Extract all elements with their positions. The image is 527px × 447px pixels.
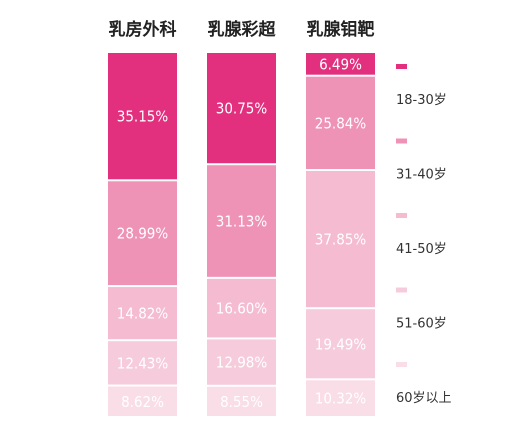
- data-label: 12.43%: [117, 354, 169, 372]
- data-label: 8.62%: [121, 393, 164, 411]
- data-label: 10.32%: [315, 390, 367, 408]
- legend-swatch: [396, 138, 407, 144]
- legend-swatch: [396, 362, 407, 367]
- bar-segment: [207, 165, 276, 277]
- data-label: 19.49%: [315, 335, 367, 353]
- legend-label: 51-60岁: [396, 317, 447, 332]
- legend-swatch: [396, 213, 407, 218]
- data-label: 25.84%: [315, 114, 367, 132]
- column-title: 乳腺彩超: [208, 19, 277, 40]
- data-label: 31.13%: [216, 213, 268, 231]
- bar-segment: [108, 341, 177, 385]
- data-label: 28.99%: [117, 225, 169, 243]
- data-label: 30.75%: [216, 100, 268, 118]
- data-label: 8.55%: [220, 393, 263, 411]
- column-title: 乳房外科: [109, 19, 177, 40]
- data-label: 14.82%: [117, 305, 169, 323]
- data-label: 16.60%: [216, 300, 268, 318]
- data-label: 35.15%: [117, 108, 169, 126]
- bar-segment: [108, 287, 177, 340]
- legend-label: 41-50岁: [396, 242, 447, 257]
- bar-segment: [306, 76, 375, 170]
- legend-swatch: [396, 64, 407, 69]
- bar-segment: [306, 53, 375, 75]
- bar-segment: [306, 380, 375, 416]
- bar-segment: [306, 309, 375, 379]
- bar-segment: [108, 53, 177, 180]
- bar-segment: [108, 386, 177, 416]
- legend-label: 18-30岁: [396, 93, 447, 108]
- bar-segment: [306, 171, 375, 308]
- bar-segment: [207, 278, 276, 338]
- data-label: 37.85%: [315, 231, 367, 249]
- data-label: 12.98%: [216, 354, 268, 372]
- bar-segment: [207, 53, 276, 164]
- bar-segment: [207, 339, 276, 385]
- legend-label: 31-40岁: [396, 168, 447, 183]
- column-title: 乳腺钼靶: [307, 19, 375, 40]
- legend-label: 60岁以上: [396, 391, 452, 406]
- legend-swatch: [396, 287, 407, 293]
- bar-segment: [108, 181, 177, 286]
- data-label: 6.49%: [319, 55, 362, 73]
- bar-segment: [207, 386, 276, 416]
